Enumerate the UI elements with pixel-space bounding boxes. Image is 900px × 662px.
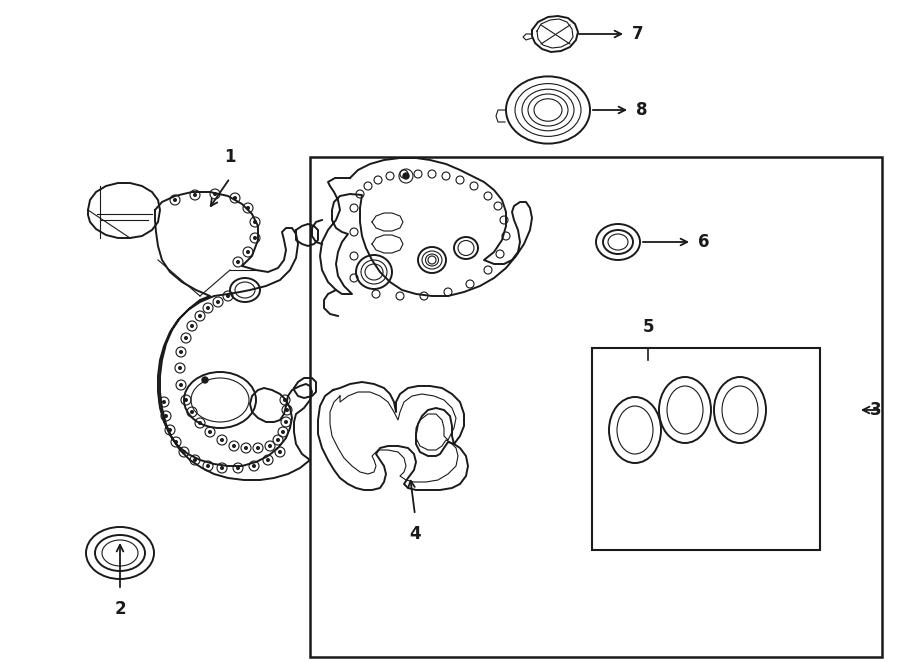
Circle shape xyxy=(226,294,230,298)
Circle shape xyxy=(278,450,282,454)
Circle shape xyxy=(198,314,202,318)
Circle shape xyxy=(184,336,188,340)
Circle shape xyxy=(216,300,220,304)
Circle shape xyxy=(193,193,197,197)
Circle shape xyxy=(208,430,212,434)
Circle shape xyxy=(253,220,257,224)
Circle shape xyxy=(246,206,250,210)
Circle shape xyxy=(184,398,188,402)
Text: 6: 6 xyxy=(698,233,709,251)
Circle shape xyxy=(244,446,248,450)
Circle shape xyxy=(190,324,194,328)
Circle shape xyxy=(268,444,272,448)
Circle shape xyxy=(266,458,270,462)
Circle shape xyxy=(168,428,172,432)
Circle shape xyxy=(206,306,210,310)
Circle shape xyxy=(285,408,289,412)
Circle shape xyxy=(193,458,197,462)
Circle shape xyxy=(173,198,177,202)
Circle shape xyxy=(281,430,285,434)
Circle shape xyxy=(213,192,217,196)
Circle shape xyxy=(220,466,224,470)
Circle shape xyxy=(182,450,186,454)
Text: 3: 3 xyxy=(870,401,882,419)
Circle shape xyxy=(283,398,287,402)
Circle shape xyxy=(178,366,182,370)
Circle shape xyxy=(202,377,208,383)
Circle shape xyxy=(179,350,183,354)
Circle shape xyxy=(162,400,166,404)
Circle shape xyxy=(253,236,257,240)
Bar xyxy=(310,157,882,657)
Circle shape xyxy=(236,260,240,264)
Circle shape xyxy=(190,410,194,414)
Circle shape xyxy=(233,196,237,200)
Bar xyxy=(592,348,820,550)
Text: 7: 7 xyxy=(632,25,644,43)
Circle shape xyxy=(284,420,288,424)
Circle shape xyxy=(232,444,236,448)
Circle shape xyxy=(252,464,256,468)
Circle shape xyxy=(256,446,260,450)
Text: 2: 2 xyxy=(114,600,126,618)
Text: 1: 1 xyxy=(224,148,236,166)
Circle shape xyxy=(179,383,183,387)
Circle shape xyxy=(198,421,202,425)
Circle shape xyxy=(174,440,178,444)
Text: 4: 4 xyxy=(410,525,421,543)
Circle shape xyxy=(164,414,168,418)
Text: 5: 5 xyxy=(643,318,653,336)
Circle shape xyxy=(220,438,224,442)
Circle shape xyxy=(206,464,210,468)
Circle shape xyxy=(236,466,240,470)
Text: 8: 8 xyxy=(636,101,647,119)
Circle shape xyxy=(276,438,280,442)
Circle shape xyxy=(403,173,409,179)
Circle shape xyxy=(246,250,250,254)
